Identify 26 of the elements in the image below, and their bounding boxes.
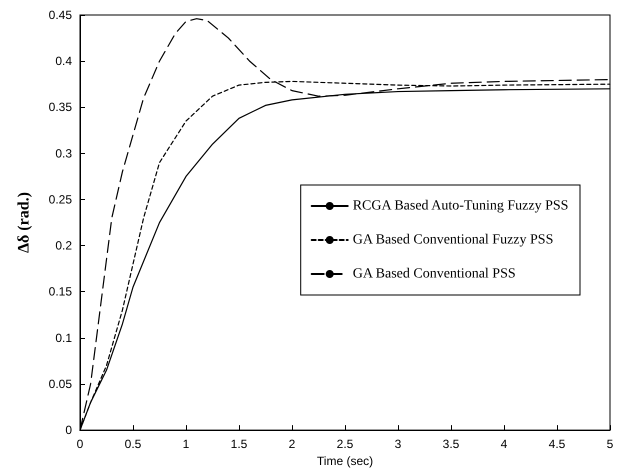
x-tick-label: 0.5 — [124, 437, 142, 452]
y-tick-label: 0 — [65, 423, 72, 438]
legend-label: GA Based Conventional Fuzzy PSS — [352, 232, 554, 248]
x-tick-label: 5 — [606, 437, 614, 452]
x-tick-label: 4.5 — [548, 437, 566, 452]
y-tick-label: 0.4 — [55, 54, 72, 68]
x-tick-label: 1.5 — [230, 437, 248, 452]
y-tick-label: 0.15 — [48, 284, 72, 299]
y-tick-label: 0.35 — [48, 100, 72, 114]
x-tick-label: 0 — [76, 437, 84, 452]
y-tick-label: 0.2 — [55, 238, 72, 253]
x-tick-label: 2 — [288, 437, 296, 452]
y-axis-title: Δδ (rad.) — [16, 192, 32, 254]
x-tick-label: 4 — [500, 437, 508, 452]
y-tick-label: 0.3 — [55, 146, 72, 160]
y-tick-label: 0.1 — [55, 330, 72, 345]
legend-label: GA Based Conventional PSS — [352, 266, 516, 282]
y-tick-label: 0.45 — [48, 8, 72, 22]
y-tick-label: 0.05 — [48, 376, 72, 391]
x-tick-label: 3.5 — [442, 437, 460, 452]
x-tick-label: 2.5 — [336, 437, 354, 452]
x-tick-label: 1 — [182, 437, 190, 452]
legend-label: RCGA Based Auto-Tuning Fuzzy PSS — [352, 198, 568, 214]
x-axis-title: Time (sec) — [316, 454, 374, 468]
x-tick-label: 3 — [394, 437, 402, 452]
y-tick-label: 0.25 — [48, 192, 72, 206]
